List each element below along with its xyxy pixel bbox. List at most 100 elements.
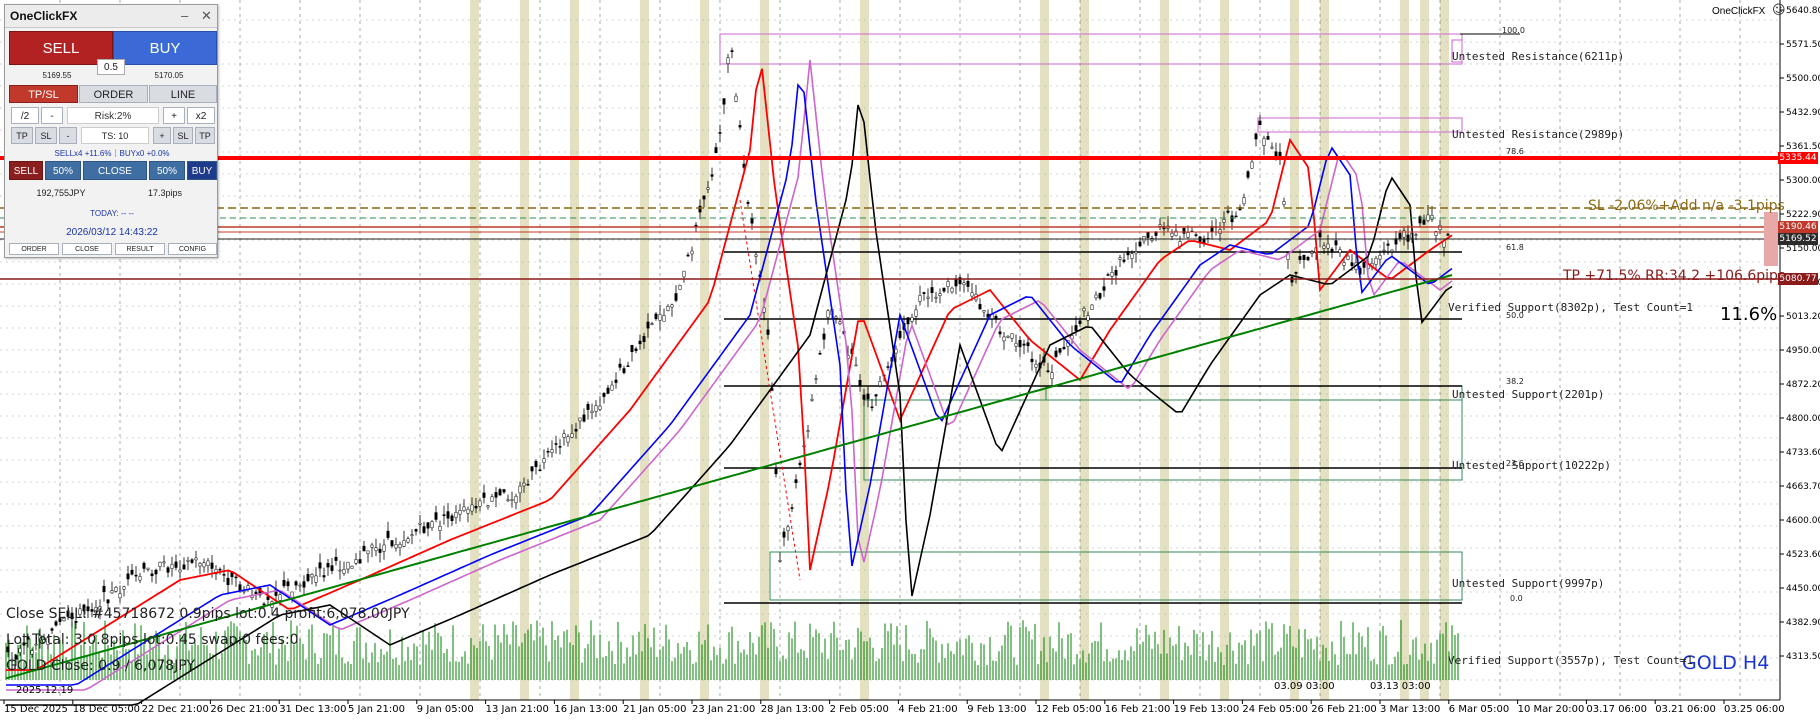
price-badge-red: 5335.44 [1778,152,1818,164]
sl-button-2[interactable]: SL [173,127,193,144]
chart-grid [0,0,1780,700]
candle-body [1446,233,1450,236]
candle-body [550,449,554,453]
candle-body [66,610,70,617]
candle-body [6,646,10,653]
candle-body [946,281,950,287]
profit-jpy: 192,755JPY [36,188,86,198]
ts-minus-button[interactable]: - [59,127,77,144]
candle-body [74,621,78,623]
sell-button[interactable]: SELL [9,31,113,65]
candle-body [722,98,726,105]
candle-body [146,567,150,570]
candle-body [646,321,650,329]
candle-body [170,564,174,569]
risk-minus-button[interactable]: - [41,107,63,124]
risk-field[interactable]: Risk:2% [67,107,159,124]
time-tick-label: 9 Jan 05:00 [417,704,474,715]
log-line-1: Close SELL! #45718672 0.9pips lot:0.4 pr… [6,606,410,622]
candle-body [26,636,30,640]
candle-body [1422,219,1426,225]
close-icon[interactable]: ✕ [201,8,212,23]
tab-tpsl[interactable]: TP/SL [9,85,78,103]
session-stripe [700,0,709,700]
tp-button-2[interactable]: TP [195,127,215,144]
candle-body [1430,214,1434,220]
candle-body [1306,256,1310,261]
close-sell-button[interactable]: SELL [9,161,43,180]
price-tick-label: 5361.50 [1786,142,1820,152]
ts-plus-button[interactable]: + [153,127,171,144]
candle-body [1334,240,1338,246]
footer-config-button[interactable]: CONFIG [168,243,217,255]
candle-body [698,205,702,213]
risk-plus-button[interactable]: + [163,107,185,124]
candle-body [1046,370,1050,372]
candle-body [394,544,398,549]
lot-field[interactable]: 0.5 [97,59,125,75]
candle-body [518,485,522,494]
panel-titlebar[interactable]: OneClickFX – ✕ [5,5,217,28]
candle-body [1002,336,1006,342]
candle-body [238,584,242,591]
buy-button[interactable]: BUY [113,31,217,65]
candle-body [1378,255,1382,260]
close-sell-half-button[interactable]: 50% [45,161,81,180]
fib-label-236: 23.6 [1506,459,1524,468]
double-lot-button[interactable]: x2 [187,107,215,124]
sl-button[interactable]: SL [35,127,57,144]
candle-body [870,406,874,409]
candle-body [530,466,534,472]
candle-body [18,648,22,653]
candle-body [370,544,374,548]
candle-body [538,469,542,472]
candle-body [818,352,822,355]
candle-body [498,489,502,496]
candle-body [482,492,486,498]
candle-body [446,511,450,519]
candle-body [682,270,686,278]
panel-datetime: 2026/03/12 14:43:22 [66,227,158,238]
footer-close-button[interactable]: CLOSE [62,243,112,255]
candle-body [862,394,866,400]
price-badge-bid: 5190.46 [1778,221,1818,233]
candle-body [1058,348,1062,353]
minimize-icon[interactable]: – [181,8,189,23]
candle-body [1382,249,1386,252]
price-tick-label: 4950.00 [1786,346,1820,356]
candle-body [1266,136,1270,140]
candle-body [1022,343,1026,346]
candle-body [78,608,82,615]
ma-green [5,274,1453,680]
candle-body [898,331,902,339]
time-tick-label: 22 Dec 21:00 [142,704,209,715]
candle-body [1286,252,1290,260]
trade-lines[interactable] [0,156,1780,280]
ts-field[interactable]: TS: 10 [81,127,149,144]
close-all-button[interactable]: CLOSE [83,161,147,180]
session-label-2: 03.13 03:00 [1370,681,1431,692]
session-stripe [1420,0,1429,700]
candle-body [462,506,466,511]
half-lot-button[interactable]: /2 [11,107,39,124]
time-tick-label: 9 Feb 13:00 [967,704,1026,715]
candle-body [54,621,58,626]
tab-line[interactable]: LINE [149,85,217,103]
close-buy-half-button[interactable]: 50% [149,161,185,180]
candle-body [734,95,738,102]
close-buy-button[interactable]: BUY [187,161,217,180]
candle-body [810,398,814,401]
footer-order-button[interactable]: ORDER [9,243,59,255]
tab-order[interactable]: ORDER [79,85,148,103]
candle-body [1170,232,1174,237]
candle-body [306,573,310,582]
tp-button[interactable]: TP [11,127,33,144]
ma-red [6,68,1453,671]
candle-body [1062,346,1066,350]
candle-body [906,317,910,325]
fib-label-382: 38.2 [1506,377,1524,386]
candle-body [390,540,394,547]
footer-result-button[interactable]: RESULT [115,243,165,255]
candle-body [958,277,962,285]
